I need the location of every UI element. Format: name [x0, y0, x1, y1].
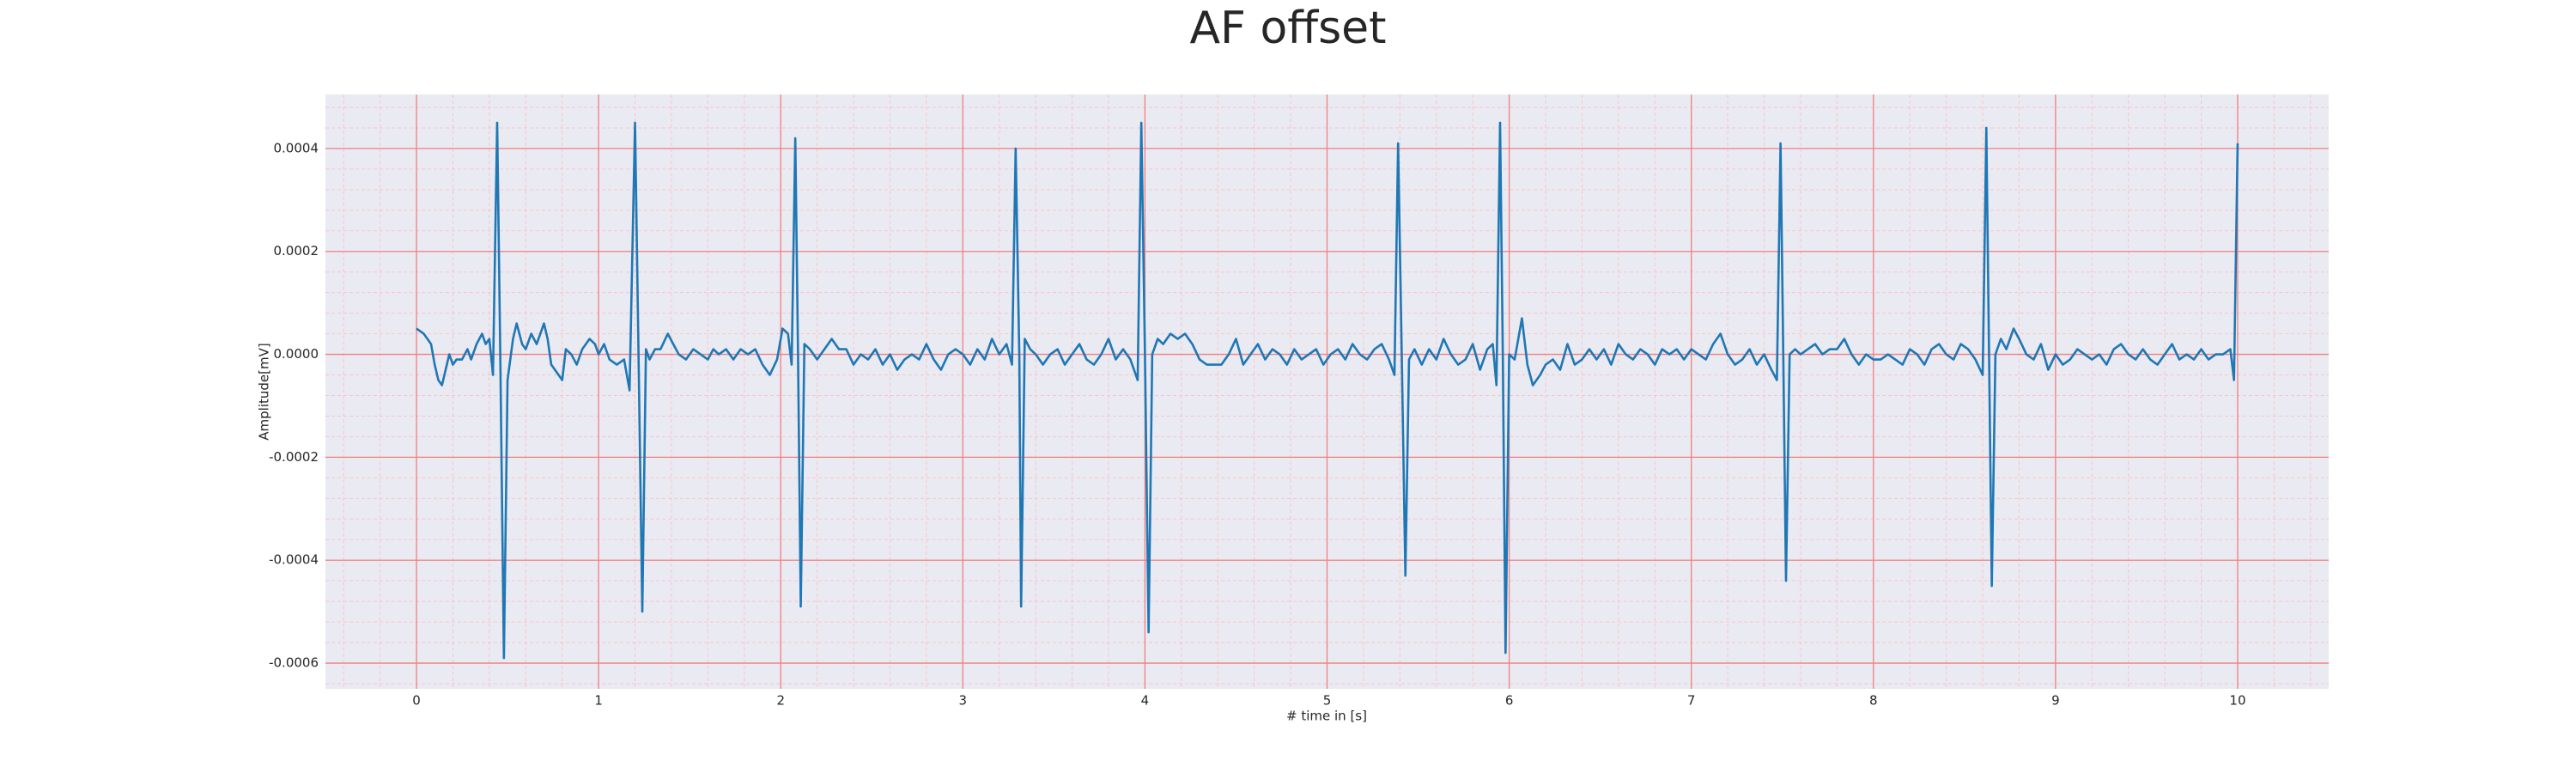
y-tick-label: 0.0000: [274, 346, 319, 362]
x-tick-label: 7: [1687, 693, 1696, 709]
y-tick-label: 0.0004: [274, 140, 319, 155]
x-tick-label: 2: [776, 693, 785, 709]
x-tick-label: 3: [959, 693, 968, 709]
x-axis-label: # time in [s]: [1286, 709, 1367, 724]
x-tick-label: 1: [594, 693, 603, 709]
y-tick-label: -0.0006: [269, 655, 319, 671]
y-tick-label: 0.0002: [274, 243, 319, 259]
data-line: [416, 121, 2239, 660]
y-axis-label: Amplitude[mV]: [257, 343, 272, 440]
chart-title: AF offset: [1189, 3, 1386, 54]
x-tick-label: 8: [1869, 693, 1878, 709]
x-tick-label: 10: [2229, 693, 2245, 709]
y-tick-label: -0.0002: [269, 449, 319, 465]
y-tick-label: -0.0004: [269, 552, 319, 568]
x-tick-label: 0: [412, 693, 421, 709]
x-tick-label: 6: [1505, 693, 1514, 709]
x-tick-label: 4: [1141, 693, 1150, 709]
x-tick-label: 9: [2051, 693, 2060, 709]
x-tick-label: 5: [1323, 693, 1332, 709]
